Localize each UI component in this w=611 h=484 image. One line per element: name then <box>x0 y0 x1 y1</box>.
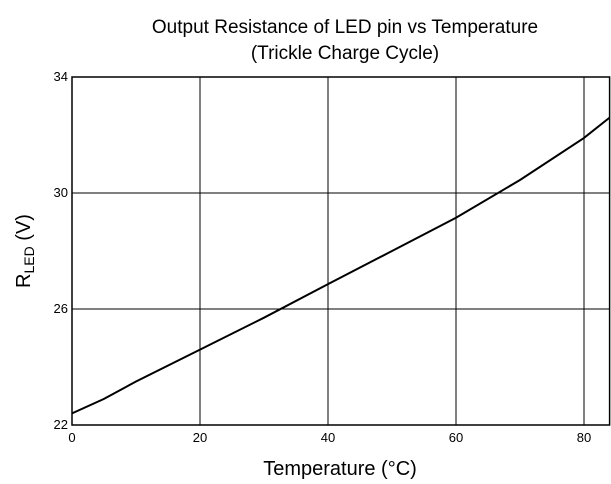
y-tick-label: 26 <box>54 301 68 316</box>
x-tick-label: 80 <box>577 430 591 445</box>
plot-frame <box>71 76 611 426</box>
y-label-sub: LED <box>21 246 37 273</box>
y-axis-label: RLED (V) <box>13 214 37 288</box>
data-line <box>71 116 611 415</box>
y-tick-label: 34 <box>54 69 68 84</box>
x-axis-label: Temperature (°C) <box>263 458 417 480</box>
y-tick-label: 22 <box>54 417 68 432</box>
chart-title: Output Resistance of LED pin vs Temperat… <box>152 17 538 38</box>
y-label-main: R <box>13 274 35 288</box>
x-tick-label: 40 <box>321 430 335 445</box>
x-tick-label: 60 <box>449 430 463 445</box>
chart-subtitle: (Trickle Charge Cycle) <box>251 43 439 64</box>
y-tick-label: 30 <box>54 185 68 200</box>
x-tick-label: 0 <box>68 430 75 445</box>
x-tick-label: 20 <box>193 430 207 445</box>
y-label-unit: (V) <box>13 214 35 246</box>
